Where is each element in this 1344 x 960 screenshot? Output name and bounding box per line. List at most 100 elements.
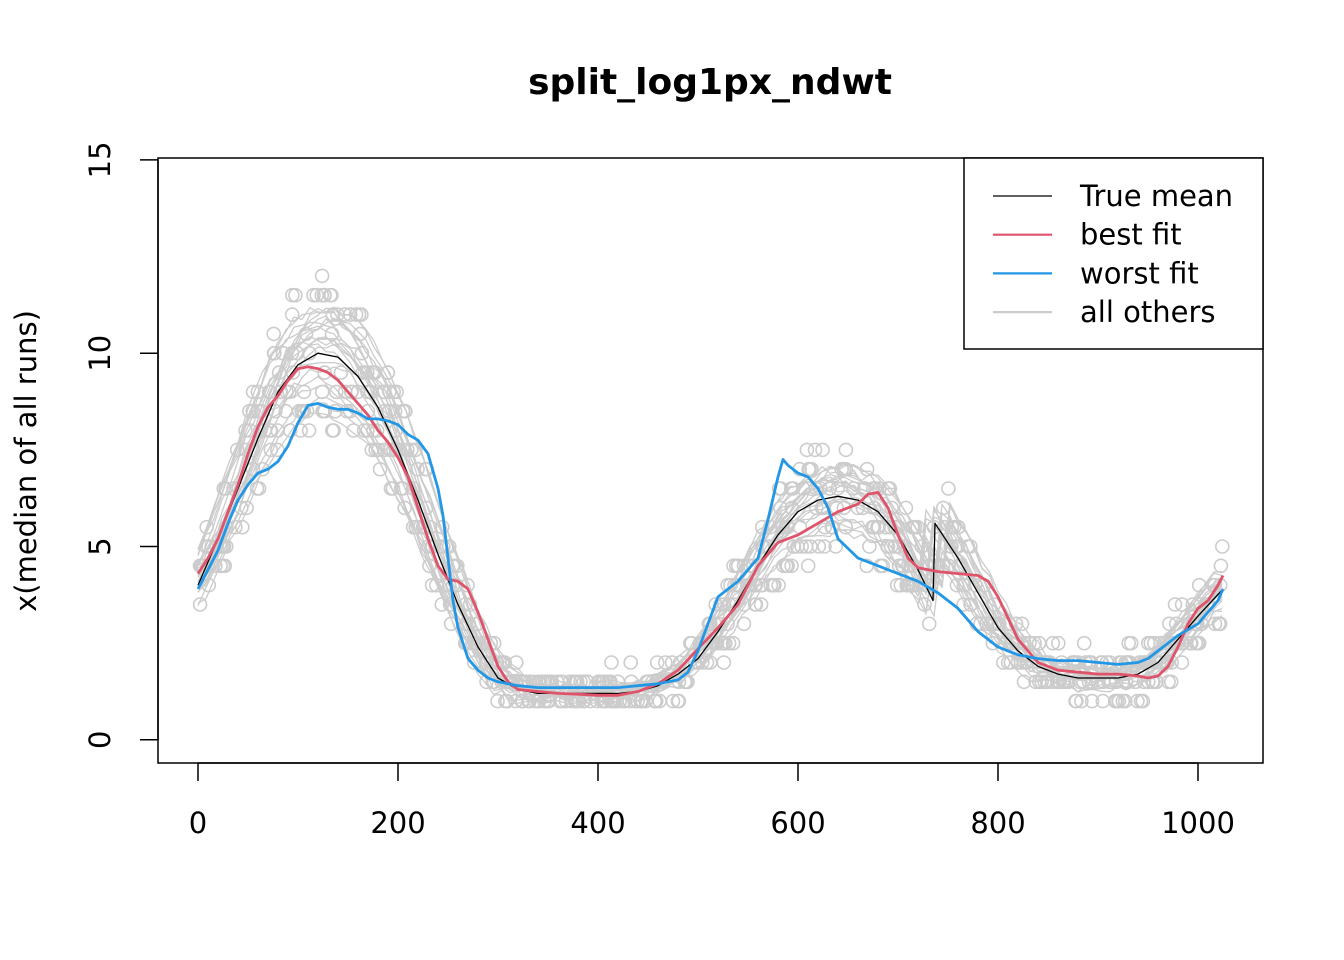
data-point [400,442,415,458]
data-point [354,307,369,322]
data-point [442,597,458,612]
data-point [671,693,687,709]
data-point [822,481,837,496]
data-point [518,674,534,690]
data-point [665,693,681,709]
data-point [486,635,502,651]
data-point [855,500,871,516]
data-point [859,558,875,574]
data-point [926,519,942,535]
data-point [467,635,483,651]
x-tick-label: 200 [370,806,425,840]
data-point [302,345,317,361]
data-point [424,577,440,593]
data-point [754,577,770,593]
data-point [365,365,380,380]
legend-box [963,157,1264,350]
data-point [944,519,960,535]
data-point [272,384,288,400]
legend: True mean best fit worst fit all others [963,157,1264,350]
data-point [372,461,388,477]
data-point [914,539,930,554]
data-point [245,403,260,419]
data-point [459,635,475,651]
data-point [328,384,344,400]
data-point [271,365,287,380]
data-point [815,442,830,458]
data-point [838,519,854,535]
data-point [479,655,494,670]
data-point [950,519,966,535]
data-point [716,597,732,612]
data-point [346,423,361,438]
data-point [817,539,832,554]
data-point [873,558,888,574]
data-point [462,597,478,612]
data-point [288,287,303,303]
data-point [1133,693,1149,709]
data-point [278,403,294,419]
data-point [1014,616,1030,632]
data-point [360,384,375,400]
data-point [250,384,266,400]
data-point [1050,674,1065,690]
legend-label: all others [1080,295,1215,329]
data-point [337,307,353,322]
data-point [1215,539,1230,554]
data-point [883,539,899,554]
data-point [889,577,905,593]
data-point [410,461,425,477]
data-point [1061,674,1076,690]
data-point [1167,597,1183,612]
data-point [784,500,800,516]
data-point [385,442,401,458]
data-point [441,539,457,554]
data-point [921,616,937,632]
best-fit-line [196,365,1225,697]
data-point [1145,674,1160,690]
data-point [701,616,717,632]
data-point [219,519,234,535]
data-point [1193,597,1208,612]
data-point [1084,693,1100,709]
data-point [369,423,385,438]
data-point [368,442,383,458]
data-point [794,539,810,554]
data-point [498,693,513,709]
data-point [262,423,278,438]
data-point [664,655,680,670]
data-point [352,326,368,342]
x-tick-label: 600 [770,806,825,840]
data-point [880,481,896,496]
data-point [1212,616,1227,632]
data-point [767,577,782,593]
data-point [314,268,330,284]
data-point [771,577,786,593]
data-point [397,500,413,516]
chart-title: split_log1px_ndwt [528,62,892,103]
data-point [404,442,419,458]
data-point [508,655,524,670]
data-point [917,597,932,612]
data-point [1000,655,1016,670]
data-point [245,384,261,400]
data-point [342,307,358,322]
data-point [1147,635,1162,651]
data-point [348,307,364,322]
data-point [317,365,332,380]
data-point [387,403,403,419]
data-point [780,558,796,574]
data-point [795,481,811,496]
data-point [803,539,818,554]
data-point [950,539,966,554]
data-point [771,481,787,496]
data-point [904,519,920,535]
data-point [800,558,816,574]
data-point [1162,616,1177,632]
data-point [296,384,312,400]
data-point [324,326,340,342]
data-point [910,519,925,535]
data-point [1123,635,1139,651]
data-point [377,384,392,400]
